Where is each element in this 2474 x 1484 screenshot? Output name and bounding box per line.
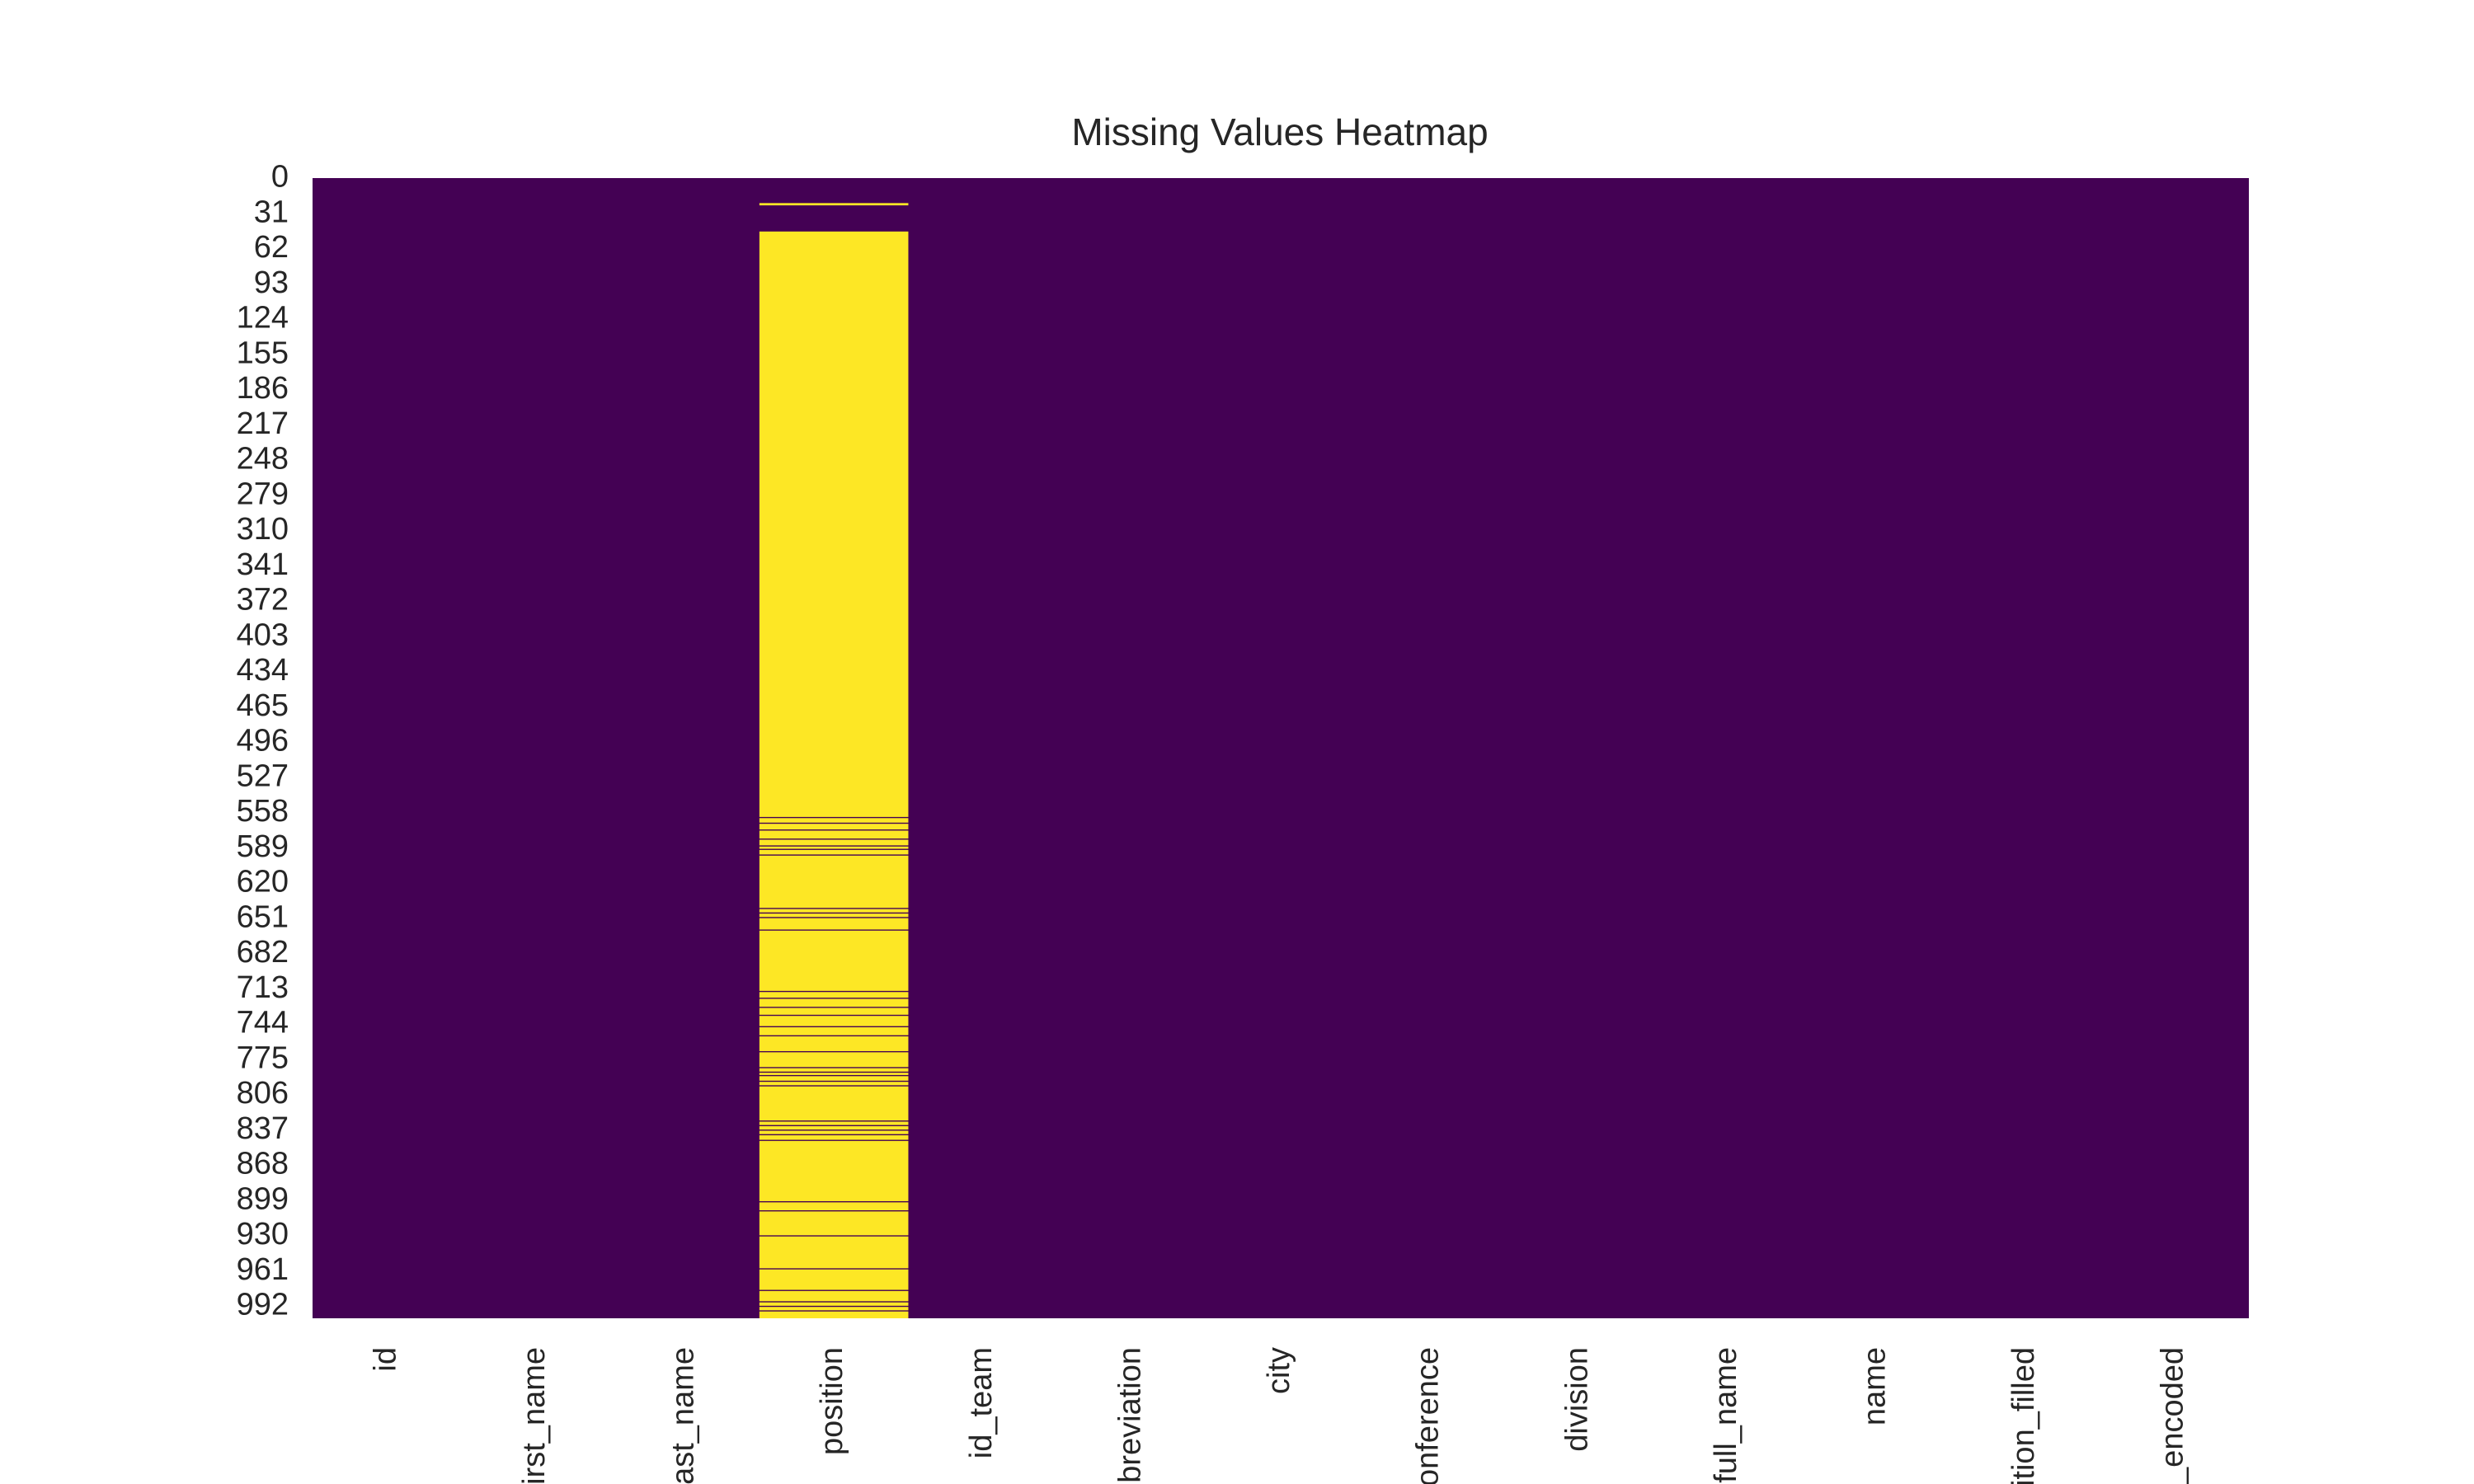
- y-tick-label: 186: [237, 371, 289, 406]
- y-tick-label: 682: [237, 935, 289, 970]
- y-tick-label: 651: [237, 899, 289, 934]
- y-tick-label: 248: [237, 442, 289, 477]
- missing-cell: [759, 1135, 909, 1140]
- x-tick-label: position_filled: [2006, 1347, 2041, 1484]
- missing-cell: [759, 1082, 909, 1086]
- x-tick-label: full_name: [1709, 1347, 1743, 1483]
- missing-cell: [759, 913, 909, 918]
- y-tick-label: 899: [237, 1181, 289, 1216]
- y-tick-label: 930: [237, 1217, 289, 1252]
- missing-cell: [759, 846, 909, 849]
- missing-cell: [759, 1269, 909, 1290]
- missing-cell: [759, 998, 909, 1007]
- missing-cell: [759, 918, 909, 930]
- missing-cell: [759, 1236, 909, 1269]
- y-tick-label: 0: [271, 160, 289, 195]
- missing-cell: [759, 849, 909, 855]
- missing-cell: [759, 909, 909, 913]
- chart-title: Missing Values Heatmap: [1071, 110, 1488, 153]
- x-tick-label: position: [815, 1347, 849, 1455]
- missing-cell: [759, 1121, 909, 1125]
- y-tick-label: 496: [237, 724, 289, 758]
- y-tick-label: 155: [237, 336, 289, 370]
- y-tick-label: 775: [237, 1040, 289, 1075]
- x-tick-label: first_name: [517, 1347, 552, 1484]
- missing-cell: [759, 818, 909, 823]
- x-tick-label: position_encoded: [2156, 1347, 2190, 1484]
- missing-cell: [759, 1027, 909, 1036]
- y-tick-label: 744: [237, 1006, 289, 1040]
- missing-cell: [759, 231, 909, 817]
- missing-cell: [759, 1202, 909, 1211]
- missing-cell: [759, 855, 909, 909]
- y-tick-label: 713: [237, 970, 289, 1005]
- y-tick-label: 93: [254, 265, 289, 300]
- missing-cell: [759, 1130, 909, 1134]
- missing-cell: [759, 1036, 909, 1051]
- y-tick-label: 837: [237, 1111, 289, 1146]
- y-tick-label: 465: [237, 688, 289, 723]
- heatmap-background: [313, 178, 2249, 1318]
- missing-cell: [759, 1073, 909, 1075]
- missing-cell: [759, 1302, 909, 1306]
- y-tick-label: 372: [237, 583, 289, 618]
- missing-cell: [759, 992, 909, 998]
- missing-cell: [759, 1007, 909, 1015]
- y-tick-label: 403: [237, 618, 289, 652]
- missing-cell: [759, 930, 909, 991]
- missing-cell: [759, 1307, 909, 1311]
- missing-cell: [759, 1016, 909, 1026]
- x-tick-label: id: [368, 1347, 402, 1372]
- y-tick-label: 434: [237, 653, 289, 688]
- x-tick-label: abbreviation: [1112, 1347, 1147, 1484]
- y-tick-label: 961: [237, 1252, 289, 1287]
- missing-cell: [759, 1311, 909, 1318]
- missing-cell: [759, 1140, 909, 1201]
- x-tick-label: id_team: [964, 1347, 999, 1458]
- x-tick-label: last_name: [666, 1347, 701, 1484]
- y-tick-label: 310: [237, 512, 289, 547]
- y-tick-label: 806: [237, 1076, 289, 1111]
- missing-cell: [759, 1211, 909, 1236]
- y-tick-label: 279: [237, 477, 289, 511]
- missing-cell: [759, 1125, 909, 1130]
- y-tick-label: 992: [237, 1288, 289, 1322]
- y-tick-label: 620: [237, 865, 289, 899]
- x-tick-label: name: [1857, 1347, 1892, 1425]
- missing-cell: [759, 1076, 909, 1081]
- y-tick-label: 124: [237, 301, 289, 336]
- missing-cell: [759, 839, 909, 846]
- missing-cell: [759, 1052, 909, 1068]
- missing-cell: [759, 203, 909, 206]
- y-tick-label: 589: [237, 829, 289, 864]
- missing-cell: [759, 1290, 909, 1302]
- y-tick-label: 341: [237, 547, 289, 582]
- y-tick-label: 558: [237, 794, 289, 829]
- y-tick-label: 62: [254, 230, 289, 265]
- missing-cell: [759, 824, 909, 830]
- y-tick-label: 868: [237, 1147, 289, 1181]
- y-tick-label: 31: [254, 195, 289, 229]
- x-tick-label: city: [1262, 1347, 1296, 1394]
- x-tick-label: division: [1559, 1347, 1594, 1452]
- x-tick-label: conference: [1411, 1347, 1446, 1484]
- missing-cell: [759, 830, 909, 839]
- y-tick-label: 217: [237, 406, 289, 441]
- missing-cell: [759, 1068, 909, 1072]
- y-tick-label: 527: [237, 758, 289, 793]
- missing-cell: [759, 1086, 909, 1121]
